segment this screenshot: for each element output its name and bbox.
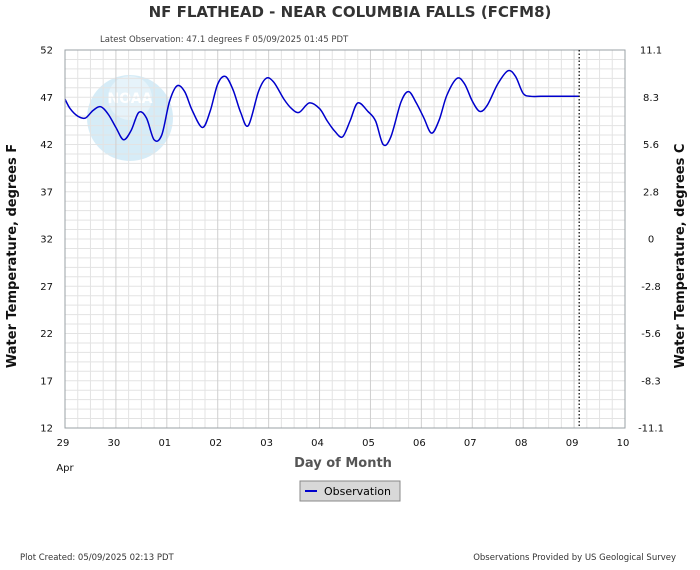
legend-box [299,480,401,502]
y-axis-left-title: Water Temperature, degrees F [5,144,20,368]
y-tick-label-left: 32 [40,235,53,246]
legend: Observation [299,480,401,502]
series-layer [64,69,580,147]
y-tick-label-left: 17 [40,376,53,387]
y-tick-label-left: 12 [40,424,53,435]
y-tick-label-left: 22 [40,329,53,340]
chart-title: NF FLATHEAD - NEAR COLUMBIA FALLS (FCFM8… [149,3,552,21]
observation-series-line [64,69,580,147]
plot-frame [64,49,626,429]
x-tick-label: 07 [464,438,477,449]
x-tick-label: 09 [566,438,579,449]
chart-subtitle: Latest Observation: 47.1 degrees F 05/09… [100,35,349,45]
y-tick-label-right: -8.3 [641,376,661,387]
x-tick-label: 05 [362,438,375,449]
y-tick-label-right: 0 [648,235,654,246]
x-axis-title: Day of Month [294,456,392,471]
x-tick-label: 03 [260,438,273,449]
logo-text: NOAA [108,91,153,107]
y-tick-label-right: -11.1 [638,424,664,435]
y-tick-label-right: 11.1 [640,46,662,57]
y-tick-label-left: 47 [40,93,53,104]
y-tick-label-right: 5.6 [643,140,659,151]
axis-layer: 52 47 42 37 32 27 22 17 12 11.1 8.3 5.6 2.8 0 -2.8 -5.6… [40,46,664,475]
y-tick-label-right: 2.8 [643,187,659,198]
y-tick-label-right: -2.8 [641,282,661,293]
x-tick-label: 02 [209,438,222,449]
plot-created-text: Plot Created: 05/09/2025 02:13 PDT [20,553,174,563]
x-tick-label: 08 [515,438,528,449]
y-tick-label-left: 27 [40,282,53,293]
x-tick-label: 29 [57,438,70,449]
x-tick-label: 10 [617,438,630,449]
data-source-text: Observations Provided by US Geological S… [473,553,676,563]
y-tick-label-left: 42 [40,140,53,151]
legend-label: Observation [324,485,391,498]
x-tick-label: 01 [158,438,171,449]
y-tick-label-left: 37 [40,187,53,198]
y-tick-label-right: 8.3 [643,93,659,104]
x-tick-label: 06 [413,438,426,449]
y-axis-right-title: Water Temperature, degrees C [673,144,688,369]
x-tick-month-label: Apr [56,463,74,474]
y-tick-label-right: -5.6 [641,329,661,340]
x-tick-label: 04 [311,438,324,449]
chart-grid [64,49,626,429]
y-tick-label-left: 52 [40,46,53,57]
x-tick-label: 30 [108,438,121,449]
